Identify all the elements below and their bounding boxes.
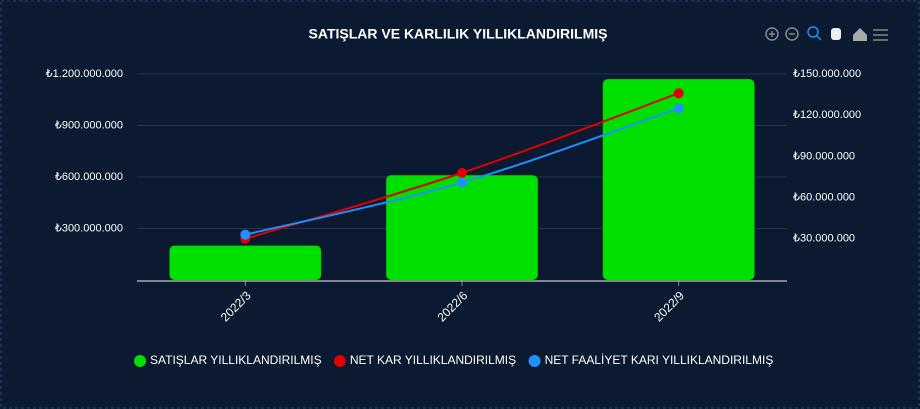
point	[673, 88, 684, 99]
point	[457, 167, 467, 178]
y2-tick-label: ₺60.000.000	[793, 192, 855, 204]
legend-marker	[528, 355, 541, 367]
y-tick-label: ₺1.200.000.000	[46, 68, 123, 80]
legend-marker	[333, 355, 346, 367]
zoom-in[interactable]	[765, 27, 779, 41]
legend-label: SATIŞLAR YILLIKLANDIRILMIŞ	[150, 353, 322, 367]
y-tick-label: ₺600.000.000	[55, 171, 123, 183]
menu[interactable]	[873, 29, 888, 41]
y2-tick-label: ₺150.000.000	[793, 68, 861, 80]
point	[457, 177, 467, 188]
zoom[interactable]	[807, 26, 819, 38]
point	[673, 103, 684, 114]
y2-tick-label: ₺90.000.000	[793, 150, 855, 162]
legend-label: NET FAALİYET KARI YILLIKLANDIRILMIŞ	[545, 353, 774, 367]
zoom-out[interactable]	[785, 27, 799, 41]
legend-label: NET KAR YILLIKLANDIRILMIŞ	[350, 353, 516, 367]
chart-title: SATIŞLAR VE KARLILIK YILLIKLANDIRILMIŞ	[309, 26, 608, 42]
legend-marker	[134, 355, 147, 367]
y2-tick-label: ₺120.000.000	[793, 109, 861, 121]
home[interactable]	[853, 28, 867, 41]
pan[interactable]	[831, 28, 841, 40]
toolbar[interactable]	[765, 26, 888, 41]
y2-tick-label: ₺30.000.000	[793, 233, 855, 245]
y-tick-label: ₺300.000.000	[55, 222, 123, 234]
bar	[169, 245, 322, 280]
point	[240, 229, 251, 240]
bar	[602, 79, 755, 281]
y-tick-label: ₺900.000.000	[55, 119, 123, 131]
bar	[386, 175, 538, 280]
